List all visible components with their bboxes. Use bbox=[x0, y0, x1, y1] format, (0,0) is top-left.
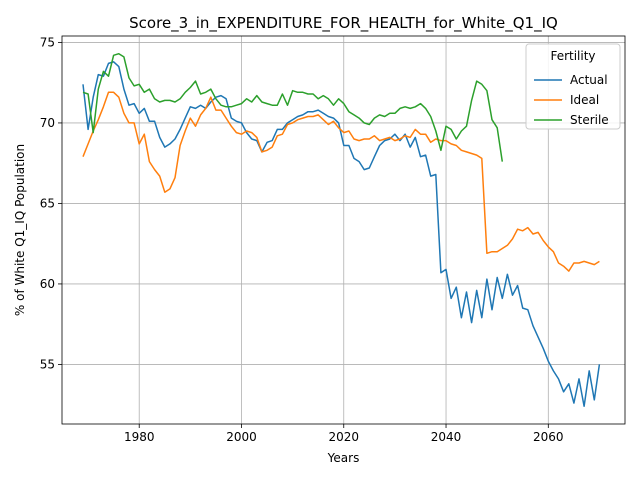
chart-title: Score_3_in_EXPENDITURE_FOR_HEALTH_for_Wh… bbox=[129, 14, 558, 33]
legend-label-sterile: Sterile bbox=[570, 113, 609, 127]
x-axis-label: Years bbox=[327, 451, 360, 465]
x-tick-label: 1980 bbox=[124, 430, 155, 444]
legend-items: Actual Ideal Sterile bbox=[534, 73, 609, 127]
x-tick-label: 2000 bbox=[226, 430, 257, 444]
y-tick-label: 75 bbox=[40, 35, 55, 49]
legend-box bbox=[525, 43, 621, 130]
x-tick-label: 2040 bbox=[431, 430, 462, 444]
y-tick-label: 70 bbox=[40, 116, 55, 130]
x-tick-label: 2020 bbox=[328, 430, 359, 444]
series-line-sterile bbox=[82, 52, 504, 162]
series-lines bbox=[82, 52, 601, 408]
x-axis-ticks: 1980 2000 2020 2040 2060 bbox=[124, 424, 564, 444]
y-tick-label: 55 bbox=[40, 357, 55, 371]
series-line-ideal bbox=[82, 91, 600, 272]
legend-label-actual: Actual bbox=[570, 73, 608, 87]
y-axis-ticks: 55 60 65 70 75 bbox=[40, 35, 62, 371]
y-axis-label: % of White Q1_IQ Population bbox=[13, 144, 27, 316]
y-tick-label: 65 bbox=[40, 196, 55, 210]
x-tick-label: 2060 bbox=[533, 430, 564, 444]
series-line-actual bbox=[82, 61, 601, 408]
legend-label-ideal: Ideal bbox=[570, 93, 599, 107]
legend-title: Fertility bbox=[550, 49, 595, 63]
y-tick-label: 60 bbox=[40, 277, 55, 291]
legend: Fertility Actual Ideal Sterile bbox=[525, 43, 621, 130]
